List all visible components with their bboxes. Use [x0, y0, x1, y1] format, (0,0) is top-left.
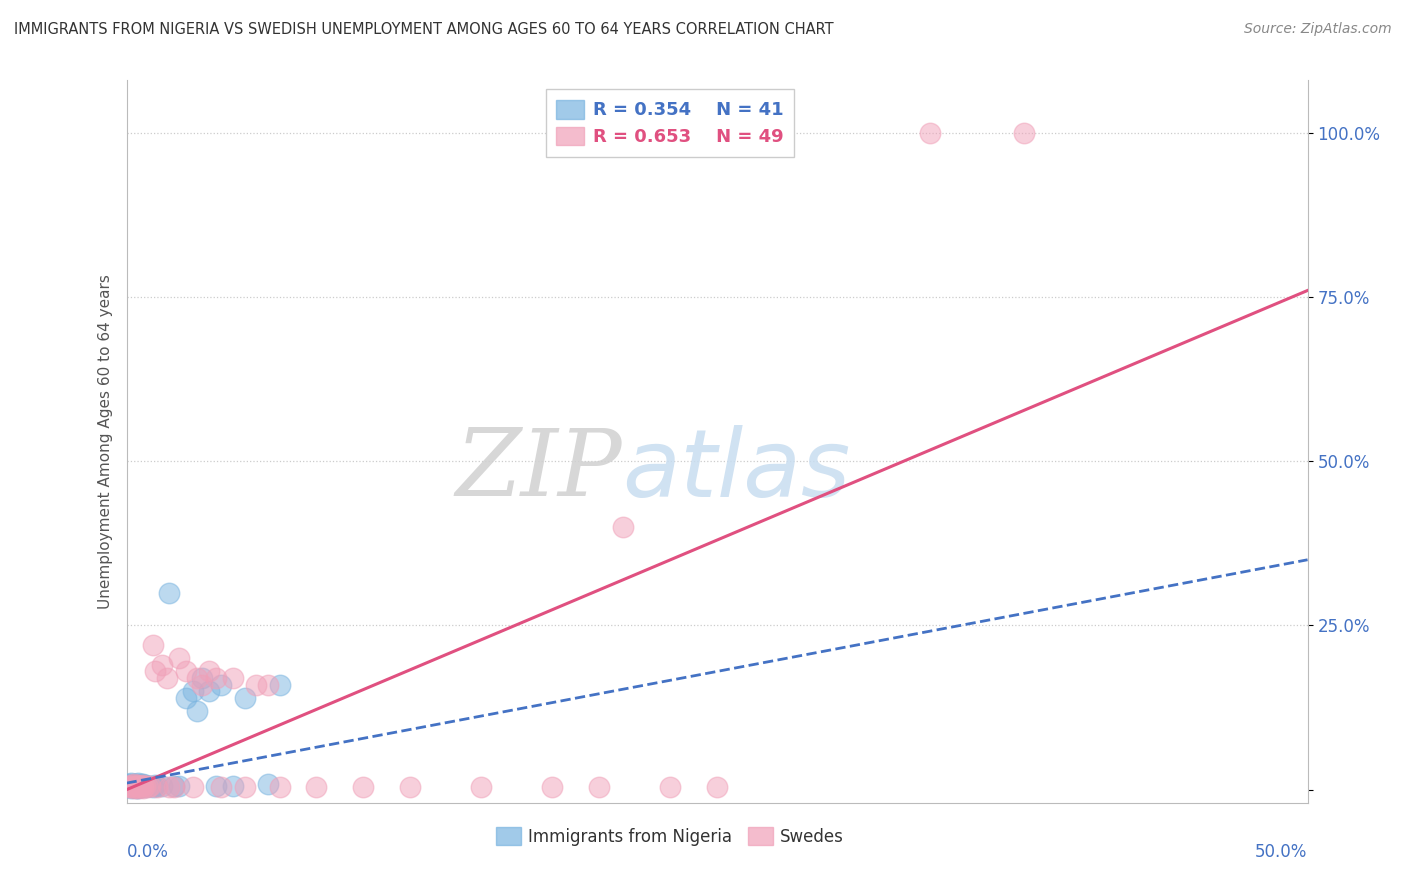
- Point: [136, 780, 159, 794]
- Point: [167, 651, 190, 665]
- Point: [129, 779, 152, 793]
- Y-axis label: Unemployment Among Ages 60 to 64 years: Unemployment Among Ages 60 to 64 years: [97, 274, 112, 609]
- Point: [146, 780, 169, 794]
- Point: [139, 779, 162, 793]
- Point: [612, 520, 634, 534]
- Point: [118, 780, 141, 794]
- Text: Source: ZipAtlas.com: Source: ZipAtlas.com: [1244, 22, 1392, 37]
- Point: [257, 677, 280, 691]
- Point: [209, 677, 232, 691]
- Point: [125, 780, 148, 794]
- Point: [163, 780, 186, 794]
- Point: [191, 671, 214, 685]
- Point: [127, 780, 149, 794]
- Point: [174, 665, 197, 679]
- Point: [540, 780, 562, 794]
- Text: 50.0%: 50.0%: [1256, 843, 1308, 861]
- Point: [125, 780, 148, 795]
- Point: [118, 779, 141, 793]
- Point: [118, 777, 141, 791]
- Point: [122, 780, 145, 794]
- Point: [127, 780, 149, 795]
- Point: [120, 780, 142, 795]
- Point: [120, 780, 142, 794]
- Point: [352, 780, 374, 794]
- Point: [588, 780, 610, 794]
- Point: [157, 780, 180, 794]
- Point: [706, 780, 728, 794]
- Point: [157, 585, 180, 599]
- Point: [222, 779, 245, 793]
- Point: [304, 780, 326, 794]
- Point: [127, 778, 149, 792]
- Text: ZIP: ZIP: [456, 425, 623, 516]
- Point: [399, 780, 422, 794]
- Point: [143, 665, 166, 679]
- Point: [120, 778, 142, 792]
- Point: [209, 780, 232, 794]
- Point: [132, 780, 155, 795]
- Point: [156, 671, 179, 685]
- Point: [269, 677, 291, 691]
- Point: [181, 780, 204, 794]
- Point: [181, 684, 204, 698]
- Point: [125, 777, 148, 791]
- Point: [132, 778, 155, 792]
- Point: [120, 776, 142, 790]
- Point: [257, 777, 280, 791]
- Point: [205, 779, 228, 793]
- Point: [127, 776, 149, 790]
- Point: [139, 779, 162, 793]
- Legend: Immigrants from Nigeria, Swedes: Immigrants from Nigeria, Swedes: [489, 821, 851, 852]
- Point: [129, 777, 152, 791]
- Point: [134, 780, 156, 794]
- Point: [136, 780, 159, 794]
- Point: [125, 779, 148, 793]
- Point: [122, 780, 145, 794]
- Point: [174, 690, 197, 705]
- Text: 0.0%: 0.0%: [127, 843, 169, 861]
- Point: [146, 780, 169, 794]
- Point: [245, 677, 267, 691]
- Point: [132, 780, 155, 794]
- Point: [198, 684, 221, 698]
- Point: [120, 779, 142, 793]
- Point: [134, 780, 156, 794]
- Point: [129, 780, 152, 794]
- Point: [167, 779, 190, 793]
- Point: [918, 126, 941, 140]
- Point: [134, 778, 156, 792]
- Point: [470, 780, 492, 794]
- Point: [122, 777, 145, 791]
- Point: [118, 780, 141, 794]
- Point: [163, 779, 186, 793]
- Point: [122, 777, 145, 791]
- Point: [1012, 126, 1035, 140]
- Point: [269, 780, 291, 794]
- Text: atlas: atlas: [623, 425, 851, 516]
- Point: [186, 704, 208, 718]
- Text: IMMIGRANTS FROM NIGERIA VS SWEDISH UNEMPLOYMENT AMONG AGES 60 TO 64 YEARS CORREL: IMMIGRANTS FROM NIGERIA VS SWEDISH UNEMP…: [14, 22, 834, 37]
- Point: [233, 690, 256, 705]
- Point: [125, 779, 148, 793]
- Point: [186, 671, 208, 685]
- Point: [205, 671, 228, 685]
- Point: [127, 780, 149, 795]
- Point: [141, 638, 163, 652]
- Point: [150, 779, 173, 793]
- Point: [191, 677, 214, 691]
- Point: [122, 780, 145, 795]
- Point: [143, 778, 166, 792]
- Point: [658, 780, 681, 794]
- Point: [132, 777, 155, 791]
- Point: [141, 780, 163, 794]
- Point: [129, 780, 152, 794]
- Point: [122, 778, 145, 792]
- Point: [222, 671, 245, 685]
- Point: [198, 665, 221, 679]
- Point: [150, 657, 173, 672]
- Point: [233, 780, 256, 794]
- Point: [127, 778, 149, 792]
